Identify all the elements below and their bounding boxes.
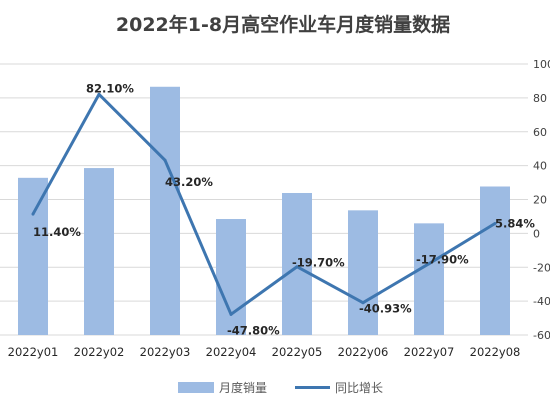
data-label: 82.10% bbox=[86, 81, 134, 95]
bar bbox=[348, 210, 378, 335]
bar-series bbox=[18, 86, 510, 335]
line-point bbox=[427, 262, 431, 266]
y-tick-label: 20 bbox=[533, 194, 547, 207]
line-point bbox=[163, 158, 167, 162]
x-axis: 2022y01 2022y02 2022y03 2022y04 2022y05 2022y… bbox=[8, 345, 521, 359]
bar bbox=[150, 86, 180, 335]
y-tick-label: 80 bbox=[533, 92, 547, 105]
line-point bbox=[31, 212, 35, 216]
x-tick-label: 2022y02 bbox=[74, 345, 125, 359]
y-tick-label: 0 bbox=[533, 227, 540, 240]
x-tick-label: 2022y08 bbox=[470, 345, 521, 359]
y-tick-label: 40 bbox=[533, 160, 547, 173]
line-point bbox=[295, 265, 299, 269]
bar bbox=[480, 186, 510, 335]
x-tick-label: 2022y03 bbox=[140, 345, 191, 359]
bar bbox=[18, 177, 48, 335]
y-tick-label: 60 bbox=[533, 126, 547, 139]
line-point bbox=[229, 312, 233, 316]
y-tick-label: 100 bbox=[533, 58, 550, 71]
bar bbox=[282, 192, 312, 335]
line-series bbox=[31, 92, 497, 316]
line-point bbox=[493, 221, 497, 225]
line-point bbox=[361, 301, 365, 305]
x-tick-label: 2022y01 bbox=[8, 345, 59, 359]
legend-bar-label: 月度销量 bbox=[219, 380, 267, 395]
growth-line bbox=[31, 92, 496, 316]
gridlines bbox=[0, 63, 528, 336]
bar bbox=[84, 168, 114, 335]
data-label: -19.70% bbox=[292, 256, 345, 270]
data-labels: 11.40% 82.10% 43.20% -47.80% -19.70% -40.93% -… bbox=[33, 81, 535, 337]
legend-bar-swatch bbox=[178, 382, 214, 393]
right-axis: 100 80 60 40 20 0 -20 -40 -60 bbox=[533, 58, 550, 342]
data-label: 5.84% bbox=[495, 216, 535, 230]
line-point bbox=[97, 92, 101, 96]
x-tick-label: 2022y06 bbox=[338, 345, 389, 359]
x-tick-label: 2022y07 bbox=[404, 345, 455, 359]
data-label: -40.93% bbox=[359, 302, 412, 316]
data-label: -17.90% bbox=[416, 253, 469, 267]
data-label: 11.40% bbox=[33, 225, 81, 239]
bar bbox=[414, 223, 444, 335]
y-tick-label: -20 bbox=[533, 261, 550, 274]
data-label: -47.80% bbox=[227, 323, 280, 337]
chart-title: 2022年1-8月高空作业车月度销量数据 bbox=[116, 13, 450, 36]
bar bbox=[216, 219, 246, 335]
x-tick-label: 2022y05 bbox=[272, 345, 323, 359]
legend-line-label: 同比增长 bbox=[335, 381, 383, 395]
legend: 月度销量 同比增长 bbox=[178, 380, 383, 395]
x-tick-label: 2022y04 bbox=[206, 345, 257, 359]
y-tick-label: -40 bbox=[533, 295, 550, 308]
data-label: 43.20% bbox=[165, 175, 213, 189]
y-tick-label: -60 bbox=[533, 329, 550, 342]
